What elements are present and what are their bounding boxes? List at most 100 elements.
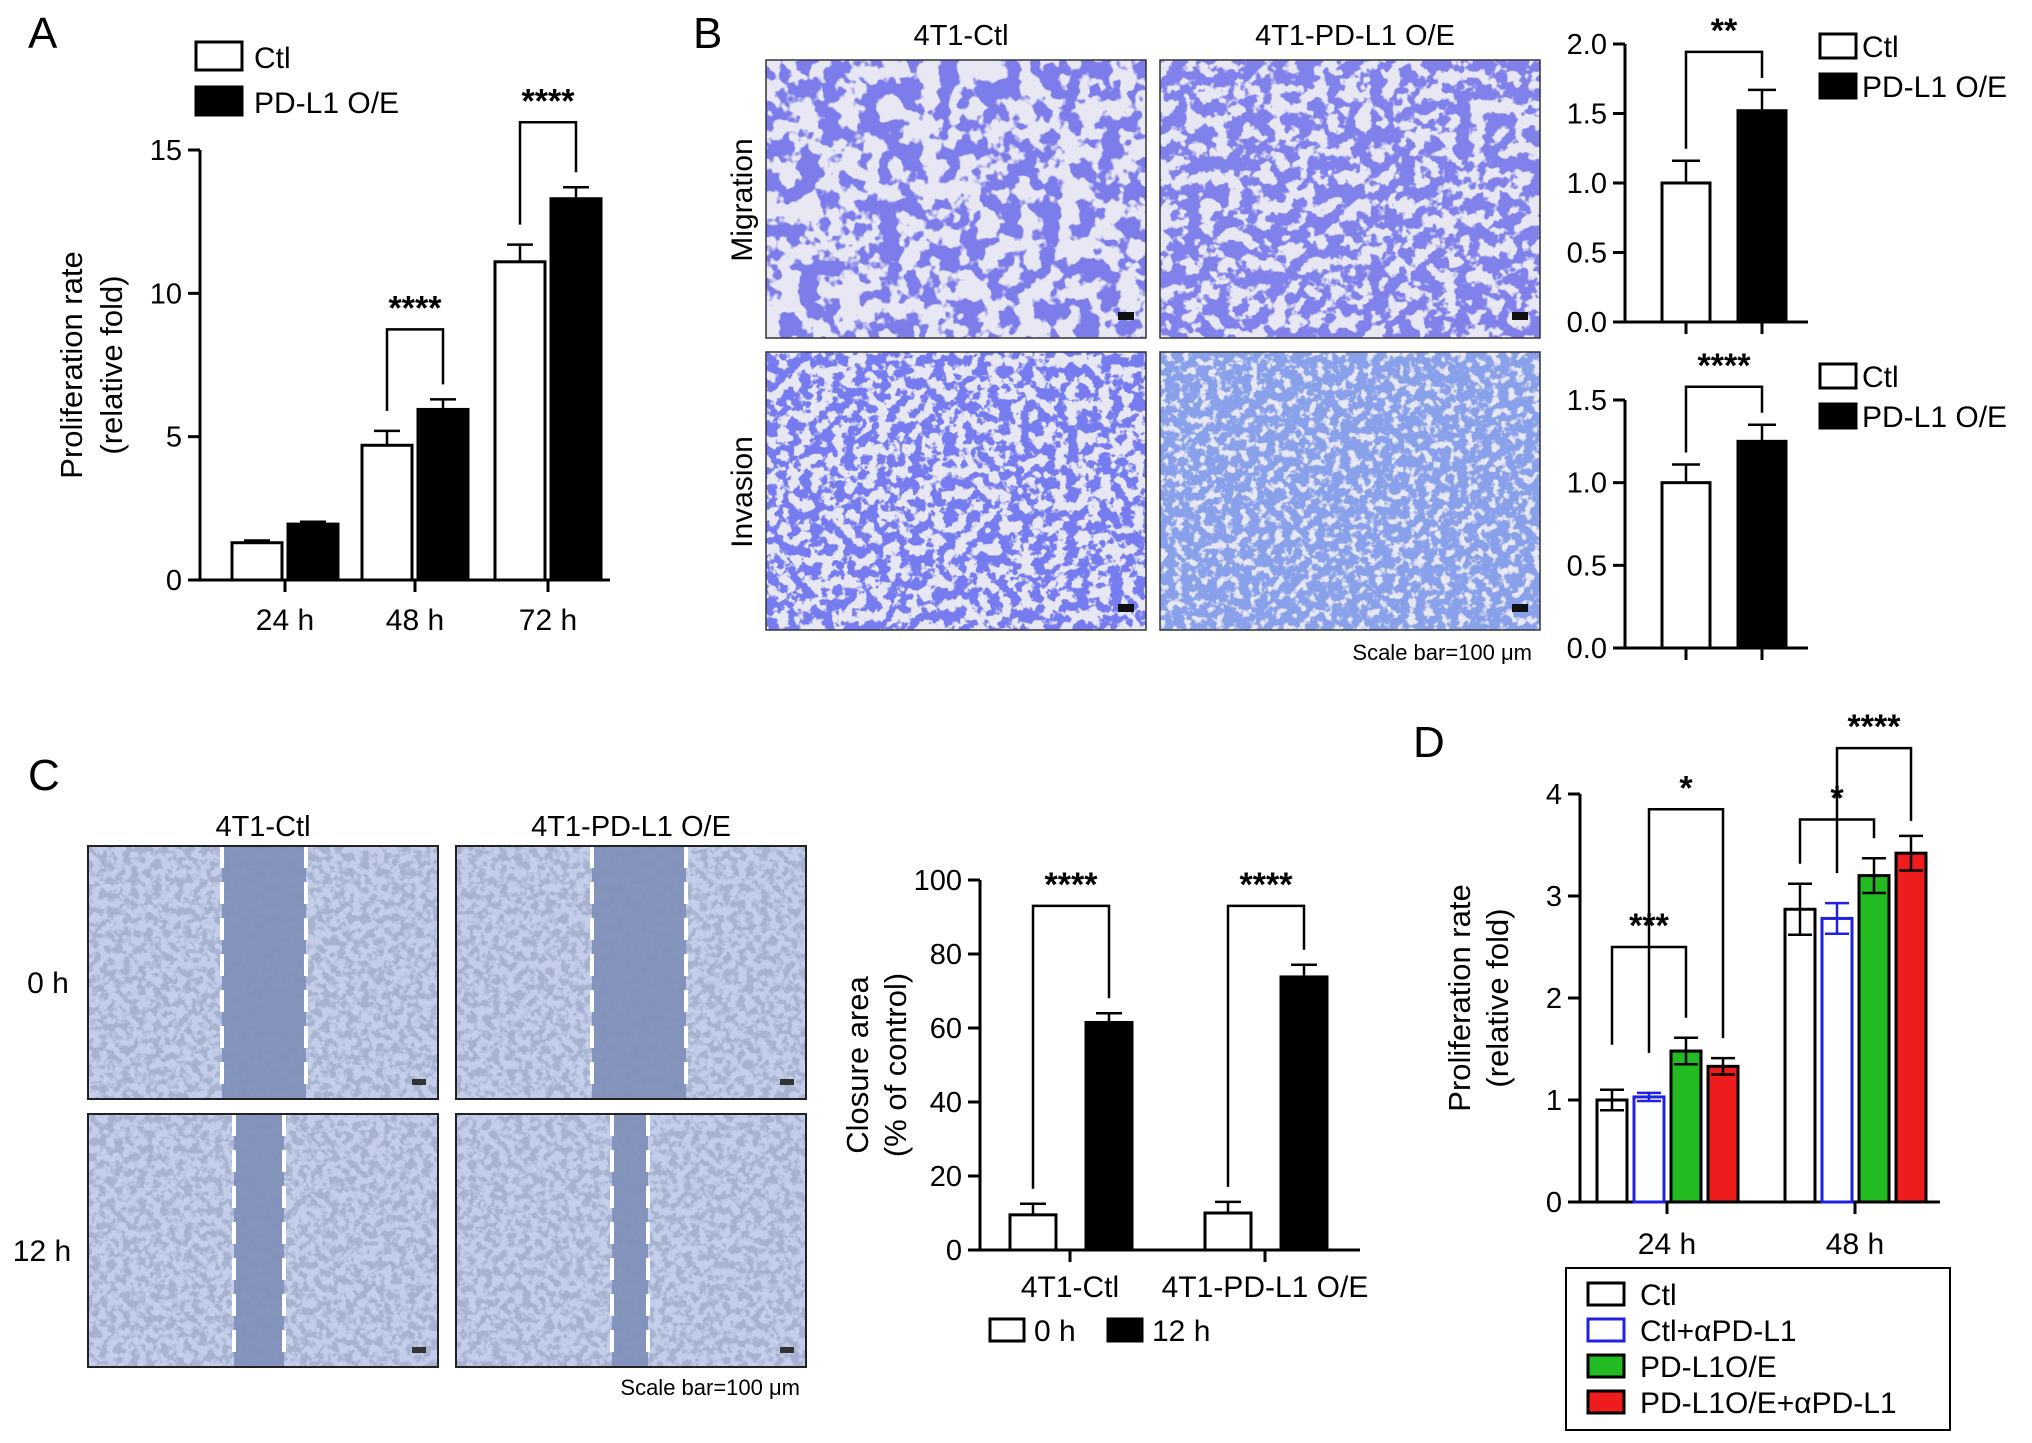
chart-a-legend-label: Ctl: [254, 42, 291, 75]
chart-a-error-bar: [430, 398, 456, 410]
panel-b: B 4T1-Ctl 4T1-PD-L1 O/E Migration Invasion Sc…: [693, 9, 2007, 665]
chart-c-bar: [1279, 975, 1329, 1252]
chart-d-bar: [1894, 851, 1928, 1204]
scratch-image-scale-bar: [412, 1347, 426, 1353]
chart-a-significance-line: [518, 121, 578, 225]
chart-c-bar: [1203, 1211, 1253, 1252]
panel-c-column-label: 4T1-Ctl: [215, 811, 310, 843]
chart-c-legend: 0 h 12 h: [988, 1315, 1210, 1348]
scratch-image-border: [455, 1113, 807, 1368]
chart-b-invasion-legend: Ctl PD-L1 O/E: [1818, 361, 2007, 434]
chart-a-error-bar: [244, 539, 270, 543]
panel-letter-a: A: [28, 9, 58, 58]
chart-d-error-bar-lower: [1674, 1051, 1698, 1066]
chart-c-y-tick-label: 0: [946, 1235, 962, 1267]
panel-letter-b: B: [693, 9, 722, 58]
chart-d-error-bar-lower: [1825, 918, 1849, 935]
chart-a-y-tick-label: 10: [150, 278, 182, 310]
micrograph-border: [765, 59, 1147, 339]
chart-d-significance: ****: [1835, 708, 1913, 874]
chart-c-y-title-line2: (% of control): [878, 973, 913, 1157]
micrograph: [1159, 59, 1541, 339]
chart-d-significance-line: [1647, 808, 1725, 1053]
chart-a-x-tick-label: 72 h: [519, 604, 577, 637]
chart-b-migration-bar: [1736, 109, 1788, 324]
chart-a-bar: [286, 522, 340, 582]
scratch-image: [87, 1113, 439, 1368]
chart-c-y-tick-label: 40: [930, 1087, 962, 1119]
chart-d-error-bar-lower: [1862, 875, 1886, 895]
chart-d-y-tick-label: 2: [1546, 983, 1562, 1015]
chart-b-migration-legend-label: PD-L1 O/E: [1862, 71, 2007, 104]
chart-d-legend-label: PD-L1O/E+αPD-L1: [1640, 1387, 1897, 1420]
chart-b-migration-significance-label: **: [1711, 12, 1738, 50]
chart-d-legend-swatch: [1586, 1281, 1626, 1307]
chart-b-invasion-significance: ****: [1684, 347, 1764, 453]
chart-b-migration-legend: Ctl PD-L1 O/E: [1818, 31, 2007, 104]
chart-c-bar: [1008, 1213, 1058, 1252]
chart-d-error-bar: [1674, 1036, 1698, 1052]
chart-d-bar: [1820, 916, 1854, 1204]
chart-d-legend-swatch: [1586, 1389, 1626, 1415]
micrograph-scale-bar: [1512, 604, 1528, 612]
chart-a-significance-line: [385, 328, 445, 411]
chart-a-y-tick-label: 15: [150, 135, 182, 167]
chart-c-legend-swatch: [1106, 1317, 1144, 1343]
chart-a-y-title-line2: (relative fold): [94, 275, 129, 454]
chart-c-x-tick-label: 4T1-PD-L1 O/E: [1162, 1271, 1369, 1304]
chart-a-bar: [360, 443, 414, 582]
micrograph: [765, 351, 1147, 631]
chart-b-migration-error-bar: [1672, 159, 1700, 183]
chart-d-y-title: Proliferation rate: [1442, 884, 1477, 1111]
chart-b-migration-y-tick-label: 0.0: [1567, 307, 1607, 339]
chart-b-invasion-bar: [1736, 439, 1788, 650]
chart-b-invasion-y-tick-label: 0.5: [1567, 550, 1607, 582]
chart-b-migration-y-tick-label: 0.5: [1567, 238, 1607, 270]
chart-d-x-tick-label: 24 h: [1638, 1228, 1696, 1261]
chart-d-bar: [1706, 1064, 1740, 1204]
micrograph-cells: [1160, 60, 1540, 338]
chart-d-bar: [1595, 1098, 1629, 1204]
chart-a-x-tick-label: 24 h: [256, 604, 314, 637]
chart-c-significance-label: ****: [1045, 866, 1099, 904]
micrograph-border: [1159, 59, 1541, 339]
chart-a-significance: ****: [518, 82, 578, 225]
chart-d-legend-swatch: [1586, 1317, 1626, 1343]
panel-c-column-label: 4T1-PD-L1 O/E: [531, 811, 731, 843]
chart-d-error-bar-lower: [1711, 1066, 1735, 1076]
chart-d-error-bar: [1899, 834, 1923, 854]
chart-a-x-tick-label: 48 h: [386, 604, 444, 637]
chart-c-legend-label: 12 h: [1152, 1315, 1210, 1348]
chart-b-migration-legend-label: Ctl: [1862, 31, 1899, 64]
micrograph: [1159, 351, 1541, 631]
chart-b-migration-y-tick-label: 1.0: [1567, 168, 1607, 200]
chart-a-y-tick-label: 5: [166, 422, 182, 454]
chart-d-error-bar: [1600, 1088, 1624, 1100]
scratch-image-scale-bar: [780, 1079, 794, 1085]
chart-a-significance: ****: [385, 289, 445, 411]
panel-b-row-label: Migration: [726, 138, 759, 261]
micrograph-scale-bar: [1512, 312, 1528, 320]
chart-d-significance-label: *: [1679, 769, 1693, 807]
chart-a-legend-swatch: [194, 40, 244, 72]
chart-d-error-bar-lower: [1637, 1096, 1661, 1103]
chart-b-invasion-legend-swatch: [1818, 362, 1858, 390]
chart-c-significance: ****: [1226, 866, 1306, 1187]
chart-b-migration-bar: [1660, 181, 1712, 324]
chart-a-y-title: Proliferation rate: [54, 251, 89, 478]
panel-letter-d: D: [1413, 718, 1445, 767]
scratch-image: [455, 1113, 807, 1368]
micrograph-border: [765, 351, 1147, 631]
chart-b-invasion-bar: [1660, 481, 1712, 650]
chart-d-bar: [1632, 1095, 1666, 1204]
scratch-image-border: [455, 845, 807, 1100]
panel-c: C 4T1-Ctl 4T1-PD-L1 O/E 0 h 12 h Scale bar=10…: [13, 751, 1369, 1400]
chart-d-x-tick-label: 48 h: [1826, 1228, 1884, 1261]
chart-d-error-bar: [1862, 857, 1886, 876]
micrograph-scale-bar: [1118, 604, 1134, 612]
scratch-gap: [222, 846, 306, 1099]
chart-d-error-bar: [1788, 882, 1812, 910]
chart-c-bar: [1084, 1020, 1134, 1252]
chart-d-y-tick-label: 0: [1546, 1187, 1562, 1219]
chart-d-significance-line: [1835, 746, 1913, 874]
